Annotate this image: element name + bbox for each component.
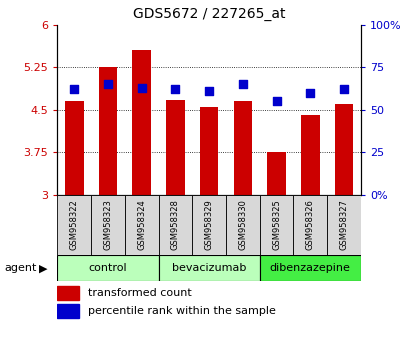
- Bar: [99, 67, 117, 195]
- Text: percentile rank within the sample: percentile rank within the sample: [88, 306, 275, 316]
- Text: bevacizumab: bevacizumab: [171, 263, 246, 273]
- Text: transformed count: transformed count: [88, 288, 191, 298]
- Bar: [57, 286, 79, 300]
- Bar: [91, 195, 124, 255]
- Bar: [326, 195, 360, 255]
- Bar: [158, 255, 259, 281]
- Point: [71, 86, 77, 92]
- Bar: [65, 101, 83, 195]
- Text: GSM958330: GSM958330: [238, 199, 247, 250]
- Point: [340, 86, 346, 92]
- Text: GSM958324: GSM958324: [137, 199, 146, 250]
- Bar: [192, 195, 225, 255]
- Bar: [259, 255, 360, 281]
- Text: GSM958329: GSM958329: [204, 199, 213, 250]
- Text: GSM958328: GSM958328: [171, 199, 180, 250]
- Point: [138, 85, 145, 91]
- Text: GSM958322: GSM958322: [70, 199, 79, 250]
- Text: GSM958325: GSM958325: [271, 199, 280, 250]
- Text: GSM958327: GSM958327: [339, 199, 348, 250]
- Point: [272, 98, 279, 104]
- Bar: [334, 104, 353, 195]
- Text: ▶: ▶: [39, 263, 47, 273]
- Bar: [57, 255, 158, 281]
- Text: GSM958323: GSM958323: [103, 199, 112, 250]
- Bar: [293, 195, 326, 255]
- Bar: [124, 195, 158, 255]
- Point: [205, 88, 212, 94]
- Point: [104, 81, 111, 87]
- Bar: [158, 195, 192, 255]
- Bar: [199, 107, 218, 195]
- Bar: [225, 195, 259, 255]
- Point: [239, 81, 245, 87]
- Point: [172, 86, 178, 92]
- Bar: [259, 195, 293, 255]
- Text: GSM958326: GSM958326: [305, 199, 314, 250]
- Bar: [166, 100, 184, 195]
- Bar: [300, 115, 319, 195]
- Text: control: control: [88, 263, 127, 273]
- Point: [306, 90, 313, 96]
- Bar: [267, 152, 285, 195]
- Bar: [233, 101, 252, 195]
- Bar: [57, 195, 91, 255]
- Text: dibenzazepine: dibenzazepine: [269, 263, 350, 273]
- Title: GDS5672 / 227265_at: GDS5672 / 227265_at: [133, 7, 285, 21]
- Bar: [57, 304, 79, 318]
- Text: agent: agent: [4, 263, 36, 273]
- Bar: [132, 50, 151, 195]
